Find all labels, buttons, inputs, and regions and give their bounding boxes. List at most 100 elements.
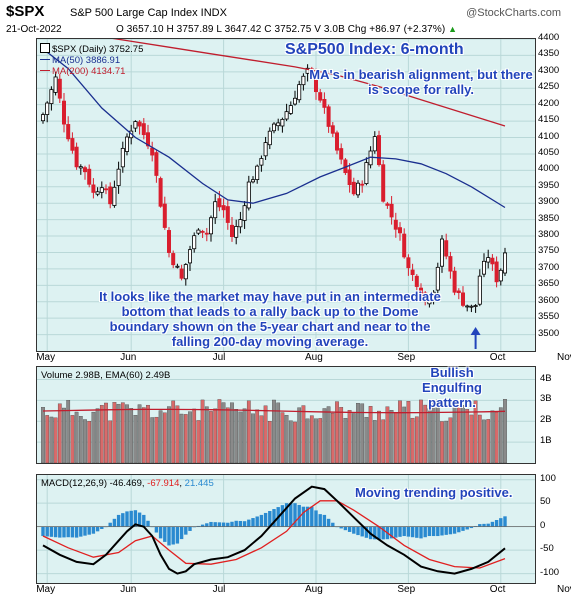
volume-bar	[385, 406, 390, 463]
candle-body	[183, 264, 188, 280]
volume-bar	[272, 399, 276, 463]
y-tick-label: 4400	[538, 32, 560, 43]
volume-bar	[133, 415, 138, 463]
macd-histogram-bar	[343, 526, 348, 531]
volume-bar	[494, 412, 499, 463]
macd-histogram-bar	[209, 521, 213, 527]
candle-body	[402, 233, 407, 258]
volume-bar	[246, 400, 251, 463]
candle-body	[150, 147, 155, 156]
volume-bar	[410, 417, 415, 463]
macd-histogram-bar	[91, 526, 96, 534]
symbol-title: $SPX	[6, 3, 45, 20]
volume-bar	[78, 416, 83, 463]
volume-bar	[87, 421, 92, 463]
x-tick-label: Nov	[557, 352, 571, 363]
y-tick-label: 4B	[540, 372, 552, 384]
macd-histogram-bar	[398, 526, 402, 537]
up-arrow-icon	[470, 327, 481, 335]
macd-histogram-bar	[461, 526, 465, 531]
macd-histogram-bar	[364, 526, 369, 538]
macd-histogram-bar	[125, 511, 129, 527]
volume-bar	[120, 402, 125, 463]
candle-body	[99, 187, 104, 193]
volume-bar	[280, 412, 285, 463]
x-tick-label: May	[36, 352, 56, 363]
macd-histogram-bar	[108, 522, 112, 527]
volume-bar	[99, 405, 104, 463]
volume-bar	[183, 414, 188, 463]
macd-histogram-bar	[322, 514, 327, 527]
volume-bar	[284, 415, 289, 463]
macd-legend: MACD(12,26,9) -46.469, -67.914, 21.445	[41, 478, 214, 489]
macd-histogram-bar	[45, 526, 49, 537]
macd-histogram-bar	[419, 526, 423, 539]
macd-histogram-bar	[154, 526, 159, 533]
macd-histogram-bar	[289, 503, 293, 527]
macd-histogram-bar	[272, 509, 276, 527]
volume-bar	[70, 415, 75, 463]
candle-body	[288, 105, 293, 114]
candle-body	[318, 92, 323, 101]
x-tick-label: Aug	[305, 352, 323, 363]
candle-body	[456, 290, 461, 293]
y-tick-label: 4200	[538, 97, 560, 109]
up-arrow-icon: ▲	[448, 24, 458, 34]
macd-histogram-bar	[465, 526, 469, 530]
macd-histogram-bar	[87, 526, 91, 535]
volume-bar	[91, 411, 96, 463]
volume-bar	[305, 418, 310, 463]
candle-body	[435, 266, 440, 291]
candle-body	[494, 261, 499, 283]
volume-bar	[150, 417, 155, 463]
volume-bar	[322, 408, 327, 463]
candle-body	[53, 76, 58, 93]
candle-body	[452, 270, 457, 293]
candle-body	[108, 186, 113, 205]
macd-histogram-bar	[457, 526, 461, 533]
macd-histogram-bar	[377, 526, 381, 540]
x-tick-label: May	[36, 584, 56, 595]
volume-bar	[225, 407, 230, 463]
candle-body	[486, 257, 491, 263]
macd-histogram-bar	[394, 526, 398, 538]
macd-histogram-bar	[163, 526, 167, 542]
x-tick-label: Oct	[489, 584, 506, 595]
macd-chart	[37, 475, 535, 583]
macd-histogram-bar	[226, 522, 230, 527]
candle-body	[166, 230, 171, 253]
candle-body	[41, 114, 46, 122]
y-tick-label: -50	[540, 543, 554, 555]
y-tick-label: 4100	[538, 130, 560, 142]
macd-histogram-bar	[423, 526, 427, 538]
price-panel: $SPX (Daily) 3752.75 MA(50) 3886.91 MA(2…	[36, 38, 536, 352]
candle-body	[137, 121, 142, 127]
y-tick-label: 3700	[538, 261, 560, 273]
macd-histogram-bar	[326, 518, 331, 527]
macd-histogram-bar	[402, 526, 406, 537]
volume-bar	[213, 408, 218, 463]
volume-bar	[482, 419, 486, 463]
volume-bar	[62, 407, 66, 463]
volume-bar	[162, 412, 167, 463]
volume-bar	[125, 404, 129, 463]
candle-body	[477, 275, 482, 305]
volume-bar	[364, 417, 369, 463]
candle-body	[234, 226, 239, 238]
macd-histogram-bar	[66, 526, 70, 538]
candle-body	[364, 162, 369, 184]
volume-bar	[490, 410, 495, 463]
macd-histogram-bar	[360, 526, 364, 537]
x-tick-label: Jul	[212, 352, 226, 363]
candle-body	[381, 164, 386, 202]
macd-histogram-bar	[478, 524, 482, 527]
volume-bar	[259, 415, 264, 463]
candle-body	[448, 256, 453, 272]
candle-body	[146, 132, 151, 147]
volume-bar	[146, 404, 150, 463]
candle-body	[481, 260, 486, 275]
candle-body	[116, 168, 121, 186]
volume-bar	[389, 410, 394, 463]
volume-bar	[440, 421, 444, 463]
macd-histogram-bar	[373, 526, 377, 540]
